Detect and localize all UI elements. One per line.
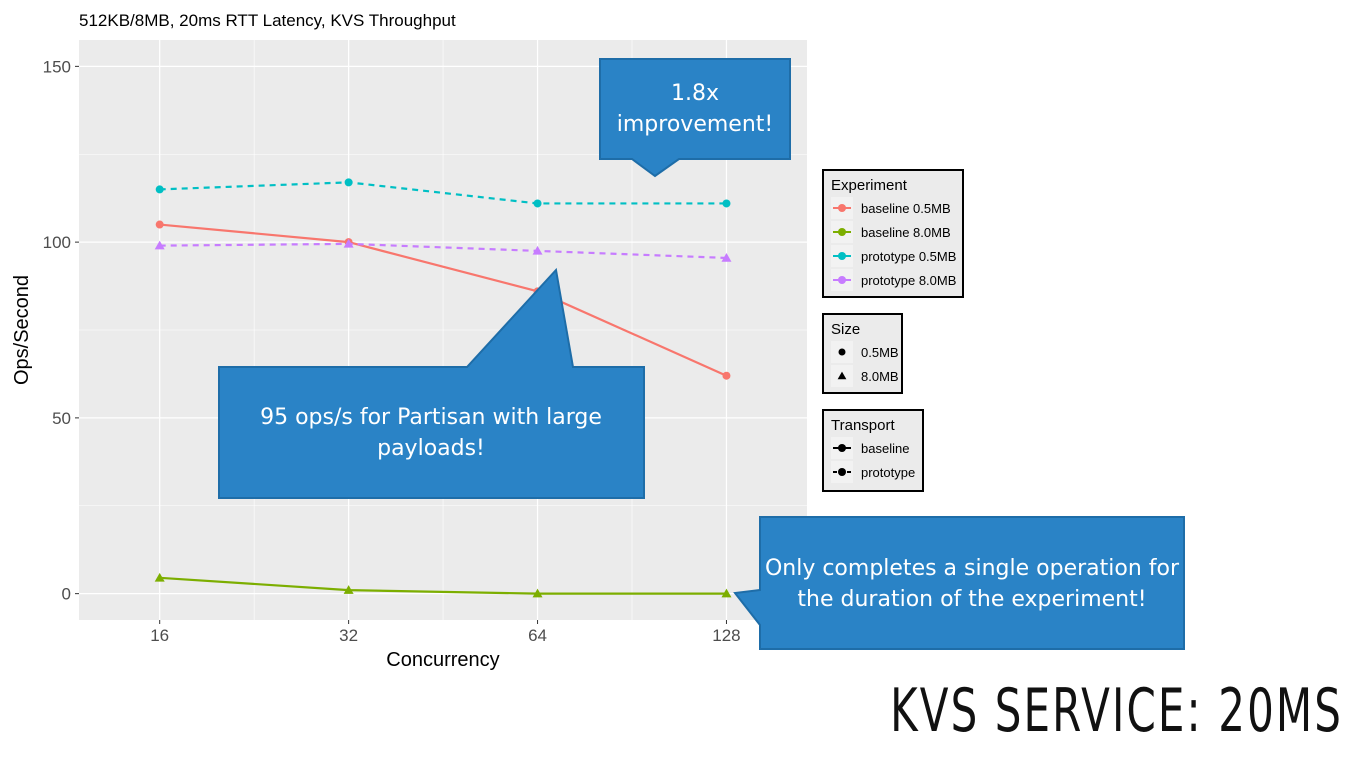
slide-title: KVS SERVICE: 20MS bbox=[890, 676, 1343, 746]
callout-box bbox=[218, 267, 645, 499]
series-line bbox=[159, 181, 727, 205]
series-line bbox=[159, 576, 727, 595]
y-axis-label: Ops/Second bbox=[11, 275, 33, 385]
y-tick-label: 100 bbox=[43, 233, 71, 252]
legend-entry-label: 0.5MB bbox=[861, 345, 899, 360]
callout-improvement-line-2: improvement! bbox=[617, 112, 773, 137]
data-point bbox=[344, 178, 353, 187]
legend-key-marker bbox=[838, 348, 846, 356]
legend-key-marker bbox=[838, 228, 846, 236]
chart-title: 512KB/8MB, 20ms RTT Latency, KVS Through… bbox=[79, 11, 456, 30]
callout-box bbox=[599, 58, 791, 178]
data-point bbox=[155, 220, 164, 229]
legend-entry-label: prototype 8.0MB bbox=[861, 273, 956, 288]
series-prototype-0-5mb bbox=[155, 178, 731, 208]
legend-title: Transport bbox=[831, 417, 895, 434]
legend-experiment: Experiment baseline 0.5MB baseline 8.0MB pr… bbox=[822, 169, 964, 298]
legend-entry-label: prototype bbox=[861, 465, 915, 480]
legend-key-marker bbox=[838, 468, 846, 476]
series-prototype-8-0mb bbox=[154, 238, 732, 262]
legend-key-marker bbox=[838, 444, 846, 452]
data-point bbox=[343, 238, 354, 248]
legend-title: Size bbox=[831, 321, 860, 338]
x-tick-label: 16 bbox=[150, 626, 169, 645]
data-point bbox=[722, 371, 731, 380]
data-point bbox=[154, 572, 165, 582]
legend-entry-label: prototype 0.5MB bbox=[861, 249, 956, 264]
callout-improvement: 1.8x improvement! bbox=[599, 58, 791, 178]
x-axis-label: Concurrency bbox=[386, 649, 499, 671]
x-tick-label: 32 bbox=[339, 626, 358, 645]
y-tick-label: 50 bbox=[52, 409, 71, 428]
legend-title: Experiment bbox=[831, 177, 908, 194]
callout-partisan-line-2: payloads! bbox=[377, 436, 485, 461]
legend-key-marker bbox=[838, 252, 846, 260]
legend-entry-label: baseline 0.5MB bbox=[861, 201, 951, 216]
x-tick-label: 128 bbox=[712, 626, 740, 645]
callout-partisan: 95 ops/s for Partisan with large payload… bbox=[218, 267, 645, 499]
legend-entry-label: baseline bbox=[861, 441, 909, 456]
data-point bbox=[155, 185, 164, 194]
series-baseline-8-0mb bbox=[154, 572, 732, 598]
data-point bbox=[154, 240, 165, 250]
y-tick-label: 150 bbox=[43, 57, 71, 76]
data-point bbox=[722, 199, 731, 208]
legend-key-marker bbox=[838, 204, 846, 212]
callout-single-operation-line-1: Only completes a single operation for bbox=[765, 556, 1180, 581]
callout-box bbox=[733, 516, 1185, 650]
data-point bbox=[532, 588, 543, 598]
axes: 0 50 100 150 16 32 64 128 bbox=[43, 57, 741, 645]
legend-transport: Transport baseline prototype bbox=[822, 409, 924, 492]
data-point bbox=[721, 252, 732, 262]
y-tick-label: 0 bbox=[62, 585, 71, 604]
callout-single-operation-line-2: the duration of the experiment! bbox=[797, 587, 1146, 612]
callout-improvement-line-1: 1.8x bbox=[671, 81, 719, 106]
legend-key-marker bbox=[837, 371, 847, 380]
callout-partisan-line-1: 95 ops/s for Partisan with large bbox=[260, 405, 602, 430]
x-tick-label: 64 bbox=[528, 626, 547, 645]
data-point bbox=[343, 585, 354, 594]
legends: Experiment baseline 0.5MB baseline 8.0MB pr… bbox=[822, 169, 964, 492]
data-point bbox=[721, 588, 732, 598]
callout-single-operation: Only completes a single operation for th… bbox=[733, 516, 1185, 650]
legend-entry-label: baseline 8.0MB bbox=[861, 225, 951, 240]
data-point bbox=[533, 199, 542, 208]
legend-entry-label: 8.0MB bbox=[861, 369, 899, 384]
data-point bbox=[532, 245, 543, 255]
series-line bbox=[159, 223, 727, 377]
legend-key-marker bbox=[838, 276, 846, 284]
